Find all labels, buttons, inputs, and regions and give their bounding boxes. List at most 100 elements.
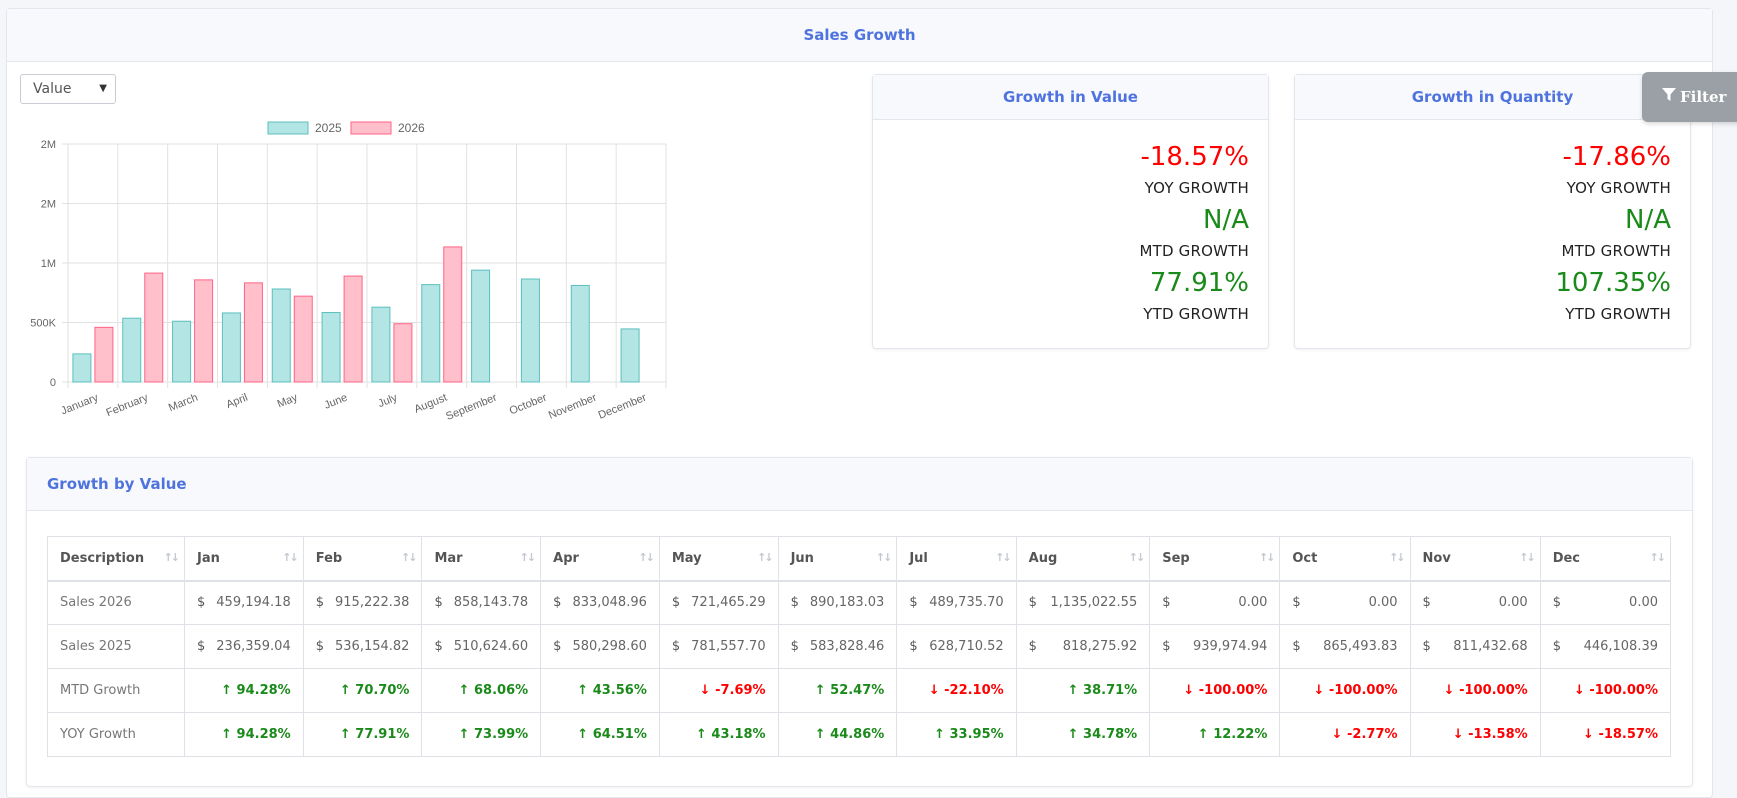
cell-value: 915,222.38 [335, 595, 410, 611]
table-cell: $818,275.92 [1015, 624, 1151, 669]
bar-2025-may [271, 288, 291, 383]
table-row: YOY Growth ↑ 94.28% ↑ 77.91% ↑ 73.99% ↑ 64.5… [47, 712, 1672, 757]
metric-select[interactable]: Value ▼ [20, 74, 116, 104]
bar-2026-april [243, 282, 263, 383]
growth-cell: ↓ -100.00% [1279, 668, 1411, 713]
growth-cell: ↓ -18.57% [1539, 712, 1672, 757]
growth-table: Description ↑↓ Jan ↑↓ Feb ↑↓ Mar ↑↓ Apr ↑↓ May ↑↓ Ju… [47, 536, 1672, 757]
growth-cell: ↑ 94.28% [184, 668, 304, 713]
cell-value: 0.00 [1238, 595, 1268, 611]
column-header-sep[interactable]: Sep ↑↓ [1149, 536, 1281, 582]
table-cell: $583,828.46 [777, 624, 898, 669]
column-header-label: Aug [1028, 550, 1058, 566]
column-header-feb[interactable]: Feb ↑↓ [302, 536, 423, 582]
growth-cell: ↓ -13.58% [1409, 712, 1541, 757]
value-mtd-label: MTD GROWTH [1139, 242, 1249, 260]
table-cell: $510,624.60 [421, 624, 542, 669]
table-cell: $0.00 [1539, 580, 1672, 625]
cell-value: 580,298.60 [572, 639, 647, 654]
sort-icon[interactable]: ↑↓ [163, 551, 181, 564]
currency-symbol: $ [790, 639, 799, 654]
growth-by-value-card: Growth by Value Description ↑↓ Jan ↑↓ Feb ↑↓ M… [26, 457, 1693, 787]
currency-symbol: $ [315, 595, 324, 611]
column-header-oct[interactable]: Oct ↑↓ [1279, 536, 1411, 582]
table-cell: $939,974.94 [1149, 624, 1281, 669]
table-cell: $489,735.70 [896, 580, 1017, 625]
sort-icon[interactable]: ↑↓ [1519, 551, 1536, 564]
column-header-jul[interactable]: Jul ↑↓ [896, 536, 1017, 582]
bar-2025-december [620, 328, 640, 383]
cell-value: 236,359.04 [216, 639, 291, 654]
table-cell: $721,465.29 [658, 580, 779, 625]
cell-value: 0.00 [1498, 595, 1528, 611]
cell-value: 0.00 [1629, 595, 1658, 611]
bar-2025-november [570, 284, 590, 383]
column-header-label: Description [60, 550, 145, 566]
column-header-dec[interactable]: Dec ↑↓ [1539, 536, 1672, 582]
column-header-aug[interactable]: Aug ↑↓ [1015, 536, 1151, 582]
filter-button[interactable]: Filter [1642, 72, 1737, 122]
growth-cell: ↑ 64.51% [540, 712, 660, 757]
sales-chart: 0 500K 1M 2M 2M January February March April May J… [20, 112, 680, 432]
legend-label: 2026 [398, 121, 425, 135]
sort-icon[interactable]: ↑↓ [995, 551, 1012, 564]
sort-icon[interactable]: ↑↓ [1128, 551, 1146, 564]
bar-2025-august [421, 284, 441, 383]
cell-value: 536,154.82 [335, 639, 410, 654]
column-header-jun[interactable]: Jun ↑↓ [777, 536, 898, 582]
x-tick-label: February [105, 391, 151, 419]
table-cell: $865,493.83 [1279, 624, 1411, 669]
x-tick-label: October [508, 392, 549, 418]
sort-icon[interactable]: ↑↓ [638, 551, 655, 564]
table-cell: $890,183.03 [777, 580, 898, 625]
column-header-description[interactable]: Description ↑↓ [47, 536, 185, 582]
chart-svg: 0 500K 1M 2M 2M January February March April May J… [30, 121, 667, 423]
y-tick-label: 2M [41, 139, 56, 151]
value-yoy-label: YOY GROWTH [1144, 179, 1249, 197]
sort-icon[interactable]: ↑↓ [401, 551, 418, 564]
sort-icon[interactable]: ↑↓ [282, 551, 299, 564]
sort-icon[interactable]: ↑↓ [757, 551, 774, 564]
column-header-label: Feb [315, 550, 343, 566]
growth-cell: ↓ -100.00% [1149, 668, 1281, 713]
sort-icon[interactable]: ↑↓ [1258, 551, 1276, 564]
bar-2025-april [221, 312, 241, 383]
cell-value: 628,710.52 [929, 639, 1004, 654]
bar-2026-august [443, 246, 463, 383]
growth-cell: ↑ 34.78% [1015, 712, 1151, 757]
column-header-jan[interactable]: Jan ↑↓ [184, 536, 304, 582]
sort-icon[interactable]: ↑↓ [875, 551, 893, 564]
sort-icon[interactable]: ↑↓ [1389, 551, 1406, 564]
cell-value: 489,735.70 [929, 595, 1004, 611]
cell-value: 890,183.03 [809, 595, 885, 611]
x-tick-label: November [547, 392, 599, 422]
table-row: Sales 2025 $236,359.04 $536,154.82 $510,624… [47, 624, 1672, 669]
cell-value: 858,143.78 [453, 595, 529, 611]
legend-label: 2025 [315, 121, 342, 135]
column-header-mar[interactable]: Mar ↑↓ [421, 536, 542, 582]
table-cell: $628,710.52 [896, 624, 1017, 669]
sort-icon[interactable]: ↑↓ [519, 551, 537, 564]
currency-symbol: $ [197, 639, 206, 654]
value-mtd-value: N/A [1203, 205, 1249, 235]
growth-cell: ↑ 43.56% [540, 668, 660, 713]
growth-cell: ↓ -7.69% [658, 668, 779, 713]
bar-2026-january [94, 326, 114, 383]
column-header-apr[interactable]: Apr ↑↓ [540, 536, 660, 582]
chevron-down-icon: ▼ [99, 83, 107, 94]
growth-cell: ↑ 38.71% [1015, 668, 1151, 713]
column-header-nov[interactable]: Nov ↑↓ [1409, 536, 1541, 582]
sort-icon[interactable]: ↑↓ [1649, 551, 1667, 564]
bar-2025-june [321, 312, 341, 383]
column-header-may[interactable]: May ↑↓ [658, 536, 779, 582]
table-row: MTD Growth ↑ 94.28% ↑ 70.70% ↑ 68.06% ↑ 43.5… [47, 668, 1672, 713]
bar-2026-march [194, 279, 214, 383]
table-cell: $833,048.96 [540, 580, 660, 625]
filter-icon [1662, 88, 1676, 106]
table-cell: $580,298.60 [540, 624, 660, 669]
growth-cell: ↓ -2.77% [1279, 712, 1411, 757]
x-tick-label: June [323, 392, 350, 412]
currency-symbol: $ [315, 639, 324, 654]
column-header-label: Mar [434, 550, 463, 566]
growth-cell: ↑ 33.95% [896, 712, 1017, 757]
